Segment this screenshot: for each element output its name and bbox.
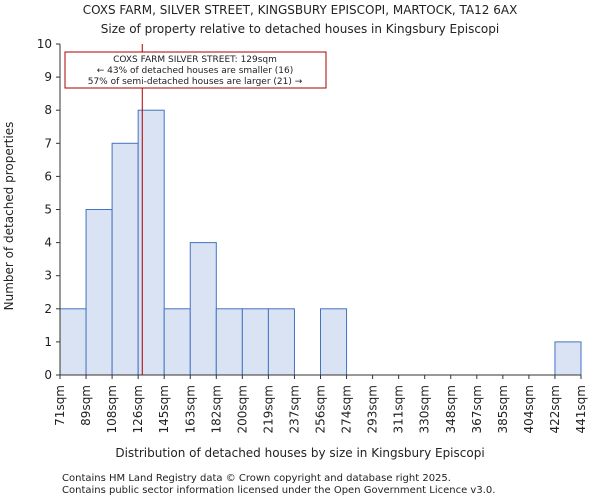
x-tick-label: 311sqm bbox=[392, 385, 406, 433]
y-tick-label: 5 bbox=[44, 203, 52, 217]
y-tick-label: 10 bbox=[37, 37, 52, 51]
annotation-border bbox=[64, 51, 327, 89]
x-tick-label: 293sqm bbox=[366, 385, 380, 433]
x-tick-label: 274sqm bbox=[340, 385, 354, 433]
chart-title-line2: Size of property relative to detached ho… bbox=[101, 22, 499, 36]
x-tick-label: 330sqm bbox=[418, 385, 432, 433]
y-tick-label: 2 bbox=[44, 302, 52, 316]
histogram-bar bbox=[85, 209, 113, 376]
x-tick-label: 182sqm bbox=[209, 385, 223, 433]
histogram-bar bbox=[111, 142, 139, 376]
y-axis-label: Number of detached properties bbox=[2, 122, 16, 311]
x-tick-label: 145sqm bbox=[157, 385, 171, 433]
x-tick-label: 71sqm bbox=[53, 385, 67, 426]
histogram-bar bbox=[241, 308, 269, 376]
x-tick-label: 237sqm bbox=[287, 385, 301, 433]
y-tick-label: 3 bbox=[44, 269, 52, 283]
y-tick-label: 8 bbox=[44, 103, 52, 117]
x-tick-label: 219sqm bbox=[261, 385, 275, 433]
x-tick-label: 108sqm bbox=[105, 385, 119, 433]
y-tick-label: 6 bbox=[44, 169, 52, 183]
x-tick-label: 89sqm bbox=[79, 385, 93, 426]
histogram-bar bbox=[163, 308, 191, 376]
x-tick-label: 163sqm bbox=[183, 385, 197, 433]
x-axis-label: Distribution of detached houses by size … bbox=[115, 446, 484, 460]
annotation-line1: COXS FARM SILVER STREET: 129sqm bbox=[113, 55, 277, 65]
histogram-bar bbox=[320, 308, 348, 376]
x-tick-label: 422sqm bbox=[548, 385, 562, 433]
annotation-line2: ← 43% of detached houses are smaller (16… bbox=[97, 66, 294, 76]
y-tick-label: 9 bbox=[44, 70, 52, 84]
histogram-bar bbox=[59, 308, 87, 376]
y-tick-label: 0 bbox=[44, 368, 52, 382]
y-tick-label: 7 bbox=[44, 136, 52, 150]
annotation-box: COXS FARM SILVER STREET: 129sqm ← 43% of… bbox=[64, 51, 327, 89]
x-tick-label: 404sqm bbox=[522, 385, 536, 433]
annotation-line3: 57% of semi-detached houses are larger (… bbox=[88, 77, 303, 87]
histogram-bar bbox=[554, 341, 582, 376]
bars bbox=[59, 109, 582, 376]
histogram-bar bbox=[189, 242, 217, 376]
x-tick-label: 385sqm bbox=[496, 385, 510, 433]
y-tick-label: 1 bbox=[44, 335, 52, 349]
x-tick-label: 348sqm bbox=[444, 385, 458, 433]
x-tick-label: 441sqm bbox=[574, 385, 588, 433]
y-ticks: 0 1 2 3 4 5 6 7 8 9 10 bbox=[37, 37, 60, 382]
y-tick-label: 4 bbox=[44, 236, 52, 250]
footer-line2: Contains public sector information licen… bbox=[62, 485, 495, 496]
x-tick-label: 126sqm bbox=[131, 385, 145, 433]
footer-line1: Contains HM Land Registry data © Crown c… bbox=[62, 473, 451, 484]
histogram-bar bbox=[215, 308, 243, 376]
chart-title-line1: COXS FARM, SILVER STREET, KINGSBURY EPIS… bbox=[83, 3, 518, 17]
x-tick-label: 367sqm bbox=[470, 385, 484, 433]
x-ticks: 71sqm 89sqm 108sqm 126sqm 145sqm 163sqm 182sqm… bbox=[53, 375, 588, 433]
x-tick-label: 200sqm bbox=[235, 385, 249, 433]
x-tick-label: 256sqm bbox=[314, 385, 328, 433]
histogram-bar bbox=[267, 308, 295, 376]
